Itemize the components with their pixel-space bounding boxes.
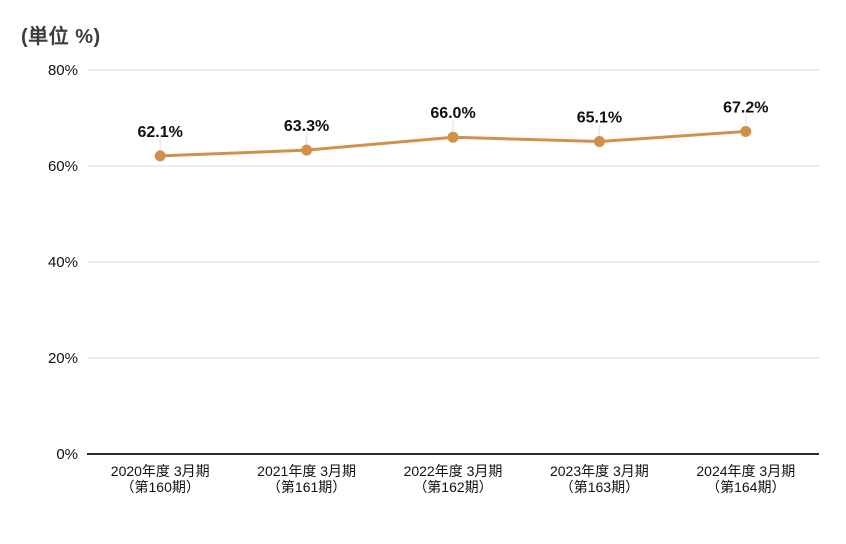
data-point-marker — [301, 144, 313, 156]
x-axis-label-line1: 2021年度 3月期 — [257, 463, 356, 479]
data-point-label: 62.1% — [138, 124, 183, 141]
y-axis-tick-label: 20% — [48, 350, 78, 367]
x-axis-label-line2: （第164期） — [706, 479, 785, 495]
x-axis-label-line1: 2020年度 3月期 — [111, 463, 210, 479]
chart-unit-label: (単位 %) — [21, 26, 101, 48]
y-axis-tick-label: 0% — [56, 446, 78, 463]
data-point-marker — [154, 150, 166, 162]
y-axis-tick-label: 40% — [48, 254, 78, 271]
x-axis-label-line2: （第162期） — [413, 479, 492, 495]
data-point-marker — [593, 136, 605, 148]
y-axis-tick-label: 60% — [48, 158, 78, 175]
data-point-marker — [447, 131, 459, 143]
data-point-label: 63.3% — [284, 118, 329, 135]
x-axis-label-line1: 2023年度 3月期 — [550, 463, 649, 479]
x-axis-label-line1: 2022年度 3月期 — [404, 463, 503, 479]
data-point-label: 65.1% — [577, 110, 622, 127]
x-axis-label-line2: （第163期） — [560, 479, 639, 495]
data-point-marker — [740, 125, 752, 137]
x-axis-label-line2: （第161期） — [267, 479, 346, 495]
y-axis-tick-label: 80% — [48, 62, 78, 79]
x-axis-label-line2: （第160期） — [121, 479, 200, 495]
data-point-label: 66.0% — [430, 105, 475, 122]
data-point-label: 67.2% — [723, 99, 768, 116]
x-axis-label-line1: 2024年度 3月期 — [696, 463, 795, 479]
